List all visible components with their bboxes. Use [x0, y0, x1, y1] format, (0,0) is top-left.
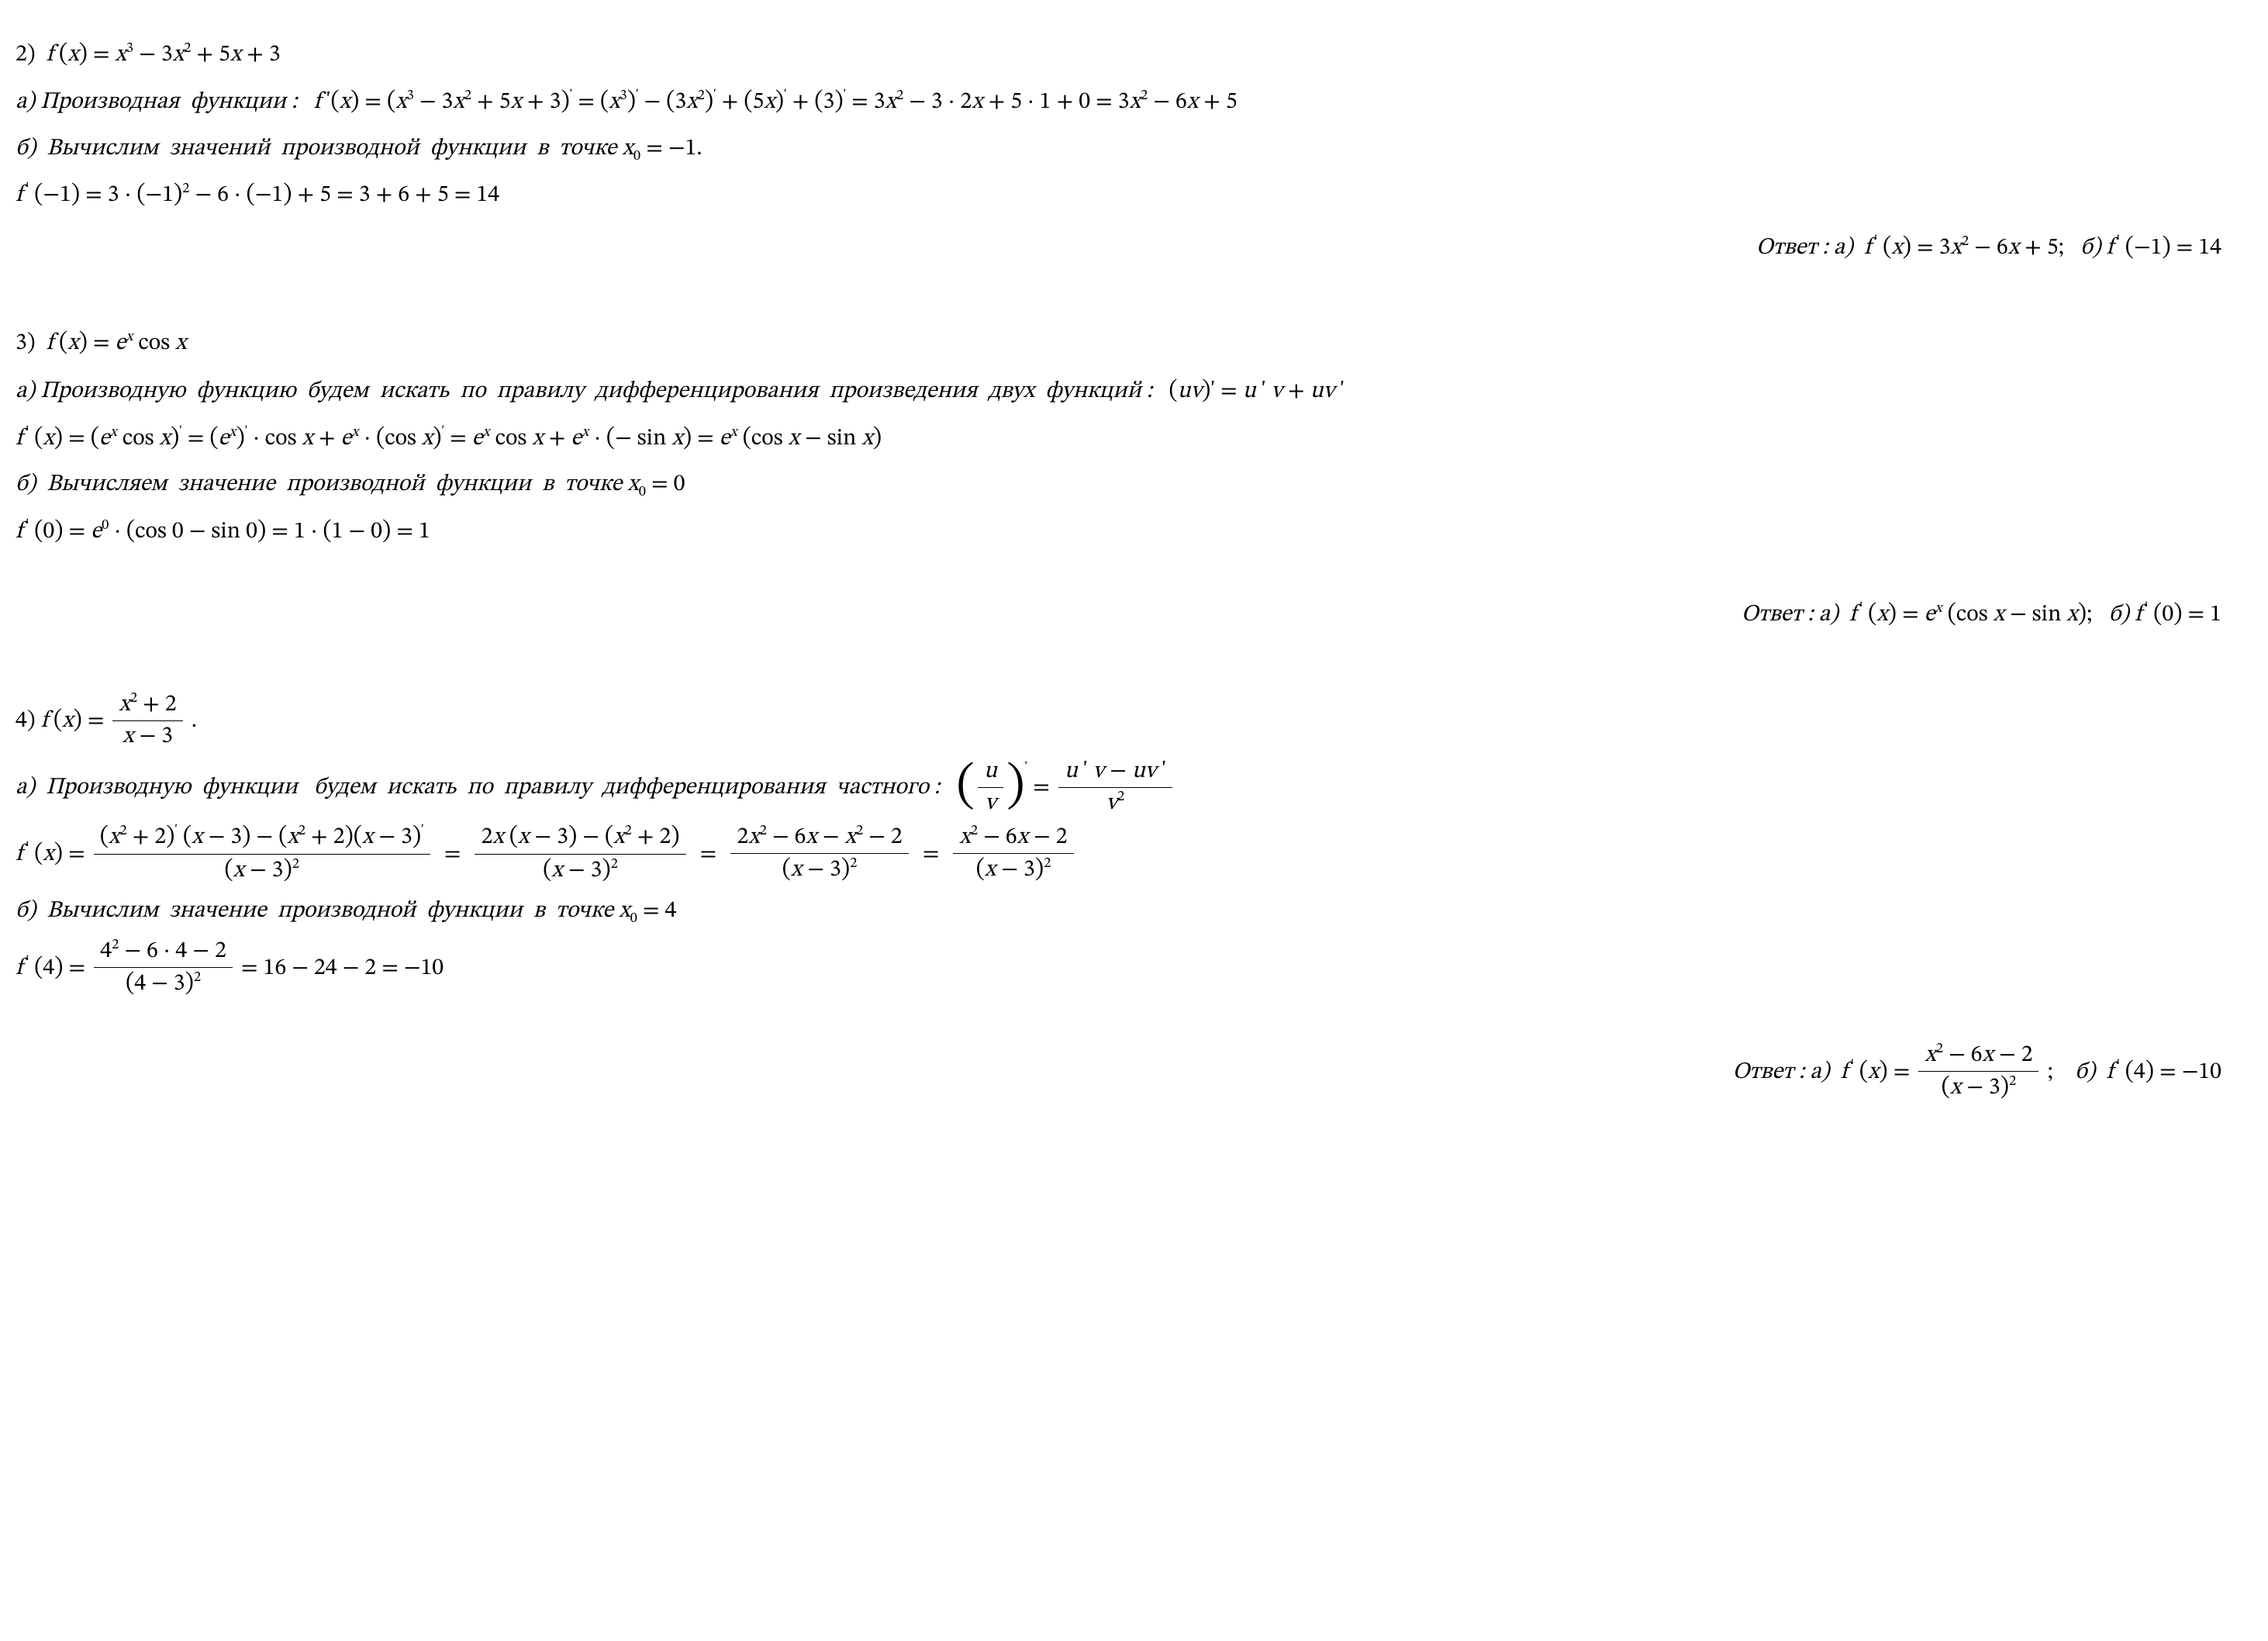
p3-calc2-text: f ' (0) = e0 · (cos 0 − sin 0) = 1 · (1 …: [16, 520, 430, 544]
p3-calc2: f ' (0) = e0 · (cos 0 − sin 0) = 1 · (1 …: [16, 508, 2252, 555]
p2-part-a: а) Производная функции : f '(x) = (x3 − …: [16, 78, 2252, 126]
p4-rule-uv: u v: [978, 756, 1003, 820]
p4-step3: 2x2 − 6x − x2 − 2 (x − 3)2: [730, 822, 908, 887]
p4-step1: (x2 + 2)' (x − 3) − (x2 + 2)(x − 3)' (x …: [94, 821, 430, 888]
p4-header-prefix: 4) f (x) =: [16, 710, 109, 733]
p4-step3-num: 2x2 − 6x − x2 − 2: [730, 822, 908, 855]
p2-header-text: 2) f (x) = x3 − 3x2 + 5x + 3: [16, 43, 281, 67]
p3-part-b: б) Вычисляем значение производной функци…: [16, 462, 2252, 508]
p3-header: 3) f (x) = ex cos x: [16, 320, 2252, 367]
p4-step4-den: (x − 3)2: [953, 854, 1073, 887]
p3-answer: Ответ : а) f ' (x) = ex (cos x − sin x);…: [16, 591, 2252, 638]
p4-f4-lead: f ' (4) =: [16, 957, 91, 980]
p4-answer-frac-num: x2 − 6x − 2: [1918, 1040, 2038, 1073]
p2-header: 2) f (x) = x3 − 3x2 + 5x + 3: [16, 31, 2252, 78]
p4-step4: x2 − 6x − 2 (x − 3)2: [953, 822, 1073, 887]
p4-header: 4) f (x) = x2 + 2 x − 3 .: [16, 687, 2252, 755]
p3-b-text: б) Вычисляем значение производной функци…: [16, 473, 622, 496]
p3-calc1-text: f ' (x) = (ex cos x)' = (ex)' · cos x + …: [16, 427, 882, 451]
p4-step2-den: (x − 3)2: [475, 855, 685, 888]
p4-rule-uv-den: v: [978, 788, 1003, 820]
p4-fprime-lead: f ' (x) =: [16, 843, 91, 866]
p2-a-text: а) Производная функции: [16, 91, 286, 114]
p4-answer: Ответ : а) f ' (x) = x2 − 6x − 2 (x − 3)…: [16, 1038, 2252, 1107]
p2-part-b: б) Вычислим значений производной функции…: [16, 126, 2252, 172]
p4-answer-prefix: Ответ : а): [1732, 1061, 1829, 1084]
p4-step3-den: (x − 3)2: [730, 854, 908, 887]
p4-part-a: а) Производную функции будем искать по п…: [16, 755, 2252, 820]
p4-a-text: а) Производную функции будем искать по п…: [16, 776, 929, 800]
p4-part-b: б) Вычислим значение производной функции…: [16, 889, 2252, 935]
p4-header-frac-num: x2 + 2: [112, 689, 182, 722]
p4-step2: 2x (x − 3) − (x2 + 2) (x − 3)2: [475, 821, 685, 888]
p4-header-frac-den: x − 3: [112, 721, 182, 753]
p4-f4: f ' (4) = 42 − 6 · 4 − 2 (4 − 3)2 = 16 −…: [16, 935, 2252, 1003]
p4-answer-frac: x2 − 6x − 2 (x − 3)2: [1918, 1040, 2038, 1105]
p4-header-frac: x2 + 2 x − 3: [112, 689, 182, 753]
p3-calc1: f ' (x) = (ex cos x)' = (ex)' · cos x + …: [16, 415, 2252, 462]
p4-header-suffix: .: [192, 710, 197, 733]
p4-step1-den: (x − 3)2: [94, 855, 430, 888]
p2-b-text: б) Вычислим значений производной функции…: [16, 137, 616, 161]
p2-answer-text: Ответ : а): [1756, 237, 1853, 260]
p4-step4-num: x2 − 6x − 2: [953, 822, 1073, 855]
p4-b-text: б) Вычислим значение производной функции…: [16, 900, 613, 923]
p4-f4-num: 42 − 6 · 4 − 2: [94, 936, 233, 969]
p3-header-text: 3) f (x) = ex cos x: [16, 332, 187, 355]
p2-calc: f ' (−1) = 3 · (−1)2 − 6 · (−1) + 5 = 3 …: [16, 171, 2252, 219]
p4-step1-num: (x2 + 2)' (x − 3) − (x2 + 2)(x − 3)': [94, 821, 430, 855]
p4-f4-den: (4 − 3)2: [94, 968, 233, 1001]
p4-rule-rhs-den: v2: [1058, 788, 1172, 820]
p4-f4-frac: 42 − 6 · 4 − 2 (4 − 3)2: [94, 936, 233, 1001]
p3-answer-text: Ответ : а): [1742, 603, 1838, 627]
p4-rule-rhs-num: u ' v − uv ': [1058, 756, 1172, 789]
p4-answer-frac-den: (x − 3)2: [1918, 1072, 2038, 1105]
p2-answer: Ответ : а) f ' (x) = 3x2 − 6x + 5; б) f …: [16, 224, 2252, 271]
p3-a-text: а) Производную функцию будем искать по п…: [16, 380, 1141, 403]
p4-step2-num: 2x (x − 3) − (x2 + 2): [475, 821, 685, 855]
p4-rule-uv-num: u: [978, 756, 1003, 789]
p2-calc-text: f ' (−1) = 3 · (−1)2 − 6 · (−1) + 5 = 3 …: [16, 184, 499, 207]
p4-fprime: f ' (x) = (x2 + 2)' (x − 3) − (x2 + 2)(x…: [16, 820, 2252, 889]
p4-rule-rhs: u ' v − uv ' v2: [1058, 756, 1172, 820]
p4-f4-tail: = 16 − 24 − 2 = −10: [241, 957, 444, 980]
p3-part-a: а) Производную функцию будем искать по п…: [16, 368, 2252, 415]
